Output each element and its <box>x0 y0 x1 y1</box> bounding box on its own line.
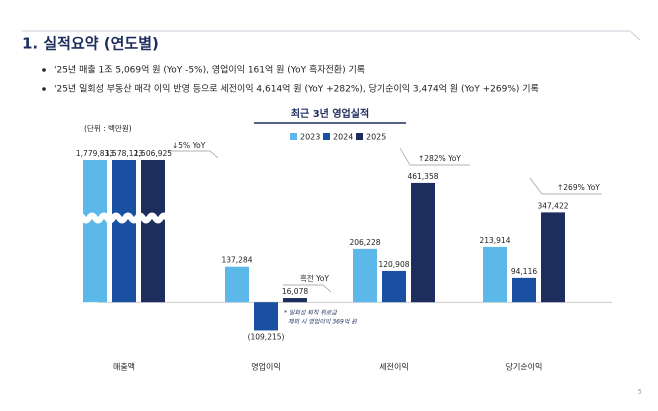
annotation-rule <box>529 177 602 195</box>
bar <box>353 248 377 303</box>
bar <box>254 302 278 331</box>
bar <box>382 270 406 303</box>
legend-label: 2025 <box>366 133 386 142</box>
annotation: ↓5% YoY <box>172 141 206 150</box>
x-tick-label: 당기순이익 <box>506 362 543 372</box>
value-label: 94,116 <box>511 267 537 276</box>
bar <box>512 277 536 303</box>
bullet-dot <box>42 68 46 72</box>
bar <box>541 212 565 303</box>
annotation-rule <box>399 147 470 166</box>
bullet: '25년 매출 1조 5,069억 원 (YoY -5%), 영업이익 161억… <box>54 64 365 76</box>
bar <box>141 160 165 303</box>
annotation: ↑269% YoY <box>557 183 600 192</box>
value-label: 16,078 <box>282 287 308 296</box>
bar <box>283 298 307 303</box>
annotation: 흑전 YoY <box>300 273 329 283</box>
value-label: (109,215) <box>248 332 285 341</box>
bar <box>112 160 136 303</box>
legend-swatch <box>323 133 330 140</box>
value-label: 1,506,925 <box>134 149 172 158</box>
x-tick-label: 매출액 <box>113 362 135 372</box>
legend-swatch <box>356 133 363 140</box>
value-label: 1,779,833 <box>76 149 114 158</box>
note: 제외 시 영업이익 369억 원 <box>288 319 357 326</box>
page-number: 5 <box>638 389 642 396</box>
legend-label: 2023 <box>300 133 320 142</box>
annotation: ↑282% YoY <box>418 154 461 163</box>
legend-swatch <box>290 133 297 140</box>
value-label: 461,358 <box>407 172 438 181</box>
bar <box>483 246 507 303</box>
legend-label: 2024 <box>333 133 353 142</box>
header-rule <box>22 30 641 41</box>
bullet: '25년 일회성 부동산 매각 이익 반영 등으로 세전이익 4,614억 원 … <box>54 83 539 95</box>
unit-label: (단위 : 백만원) <box>84 123 132 133</box>
value-label: 137,284 <box>221 256 252 265</box>
note: * 일회성 퇴직 위로금 <box>284 310 337 317</box>
annotation-rule <box>167 150 219 159</box>
slide-title: 1. 실적요약 (연도별) <box>22 35 159 53</box>
bar <box>225 266 249 303</box>
chart-title: 최근 3년 영업실적 <box>291 107 369 120</box>
value-label: 347,422 <box>537 201 568 210</box>
value-label: 206,228 <box>349 238 380 247</box>
value-label: 120,908 <box>378 260 409 269</box>
value-label: 1,578,123 <box>105 149 143 158</box>
value-label: 213,914 <box>479 236 510 245</box>
x-tick-label: 영업이익 <box>251 362 280 372</box>
x-tick-label: 세전이익 <box>379 362 408 372</box>
axis-break <box>74 212 176 224</box>
annotation-rule <box>283 284 332 293</box>
bullet-dot <box>42 87 46 91</box>
bar <box>411 182 435 303</box>
bar <box>83 160 107 303</box>
